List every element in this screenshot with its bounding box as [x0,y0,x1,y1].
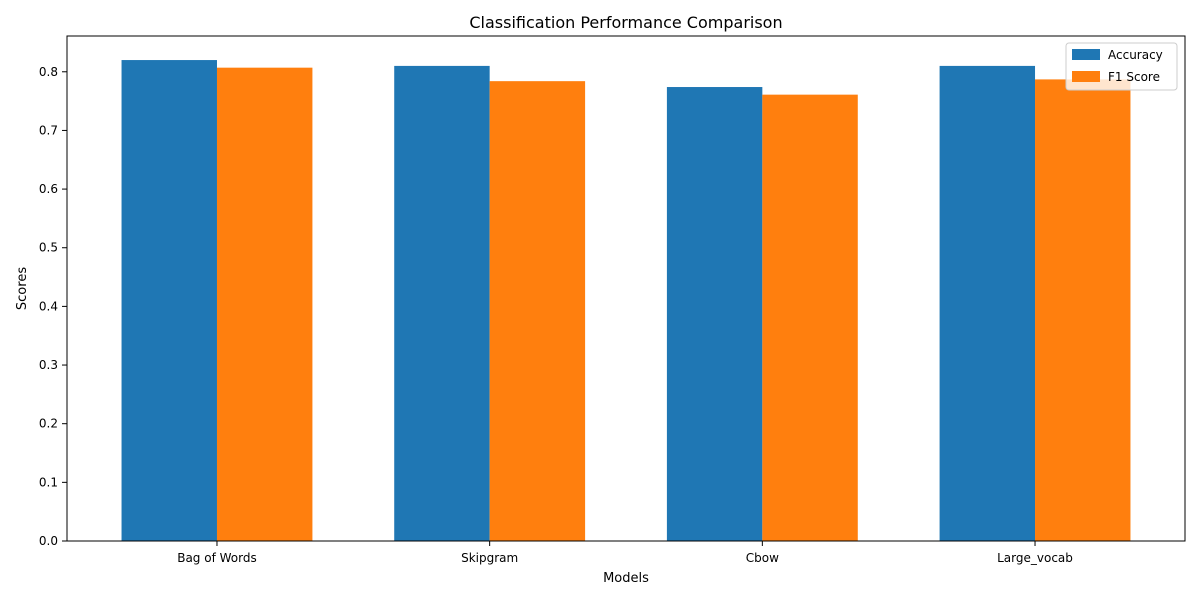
bar-f1-score-bag-of-words [216,67,313,542]
bar-accuracy-skipgram [394,65,490,541]
x-tick-label: Large_vocab [997,551,1073,565]
y-tick-label: 0.3 [39,358,58,372]
bar-f1-score-cbow [762,94,858,542]
y-tick-label: 0.0 [39,534,58,548]
plot-area-frame [66,35,1186,542]
legend: Accuracy F1 Score [1065,42,1178,91]
chart-title: Classification Performance Comparison [469,13,782,32]
legend-swatch-accuracy [1072,49,1100,60]
legend-label-f1-score: F1 Score [1108,70,1160,84]
y-tick-label: 0.8 [39,65,58,79]
bar-accuracy-large-vocab [939,65,1036,541]
y-axis-ticks: 0.0 0.1 0.2 0.3 0.4 0.5 0.6 0.7 0.8 [39,65,67,548]
y-tick-label: 0.5 [39,241,58,255]
y-tick-label: 0.4 [39,299,58,313]
y-axis-label: Scores [15,267,30,310]
bar-accuracy-cbow [666,87,763,541]
y-tick-label: 0.7 [39,123,58,137]
legend-label-accuracy: Accuracy [1108,48,1163,62]
x-axis-ticks: Bag of Words Skipgram Cbow Large_vocab [177,541,1073,565]
y-tick-label: 0.6 [39,182,58,196]
bar-f1-score-large-vocab [1035,79,1131,542]
x-axis-label: Models [603,571,649,586]
bars-group [121,60,1131,542]
y-tick-label: 0.2 [39,417,58,431]
x-tick-label: Skipgram [461,551,518,565]
legend-swatch-f1-score [1072,71,1100,82]
bar-f1-score-skipgram [489,81,586,541]
bar-accuracy-bag-of-words [121,60,217,542]
y-tick-label: 0.1 [39,475,58,489]
x-tick-label: Cbow [746,551,779,565]
x-tick-label: Bag of Words [177,551,257,565]
